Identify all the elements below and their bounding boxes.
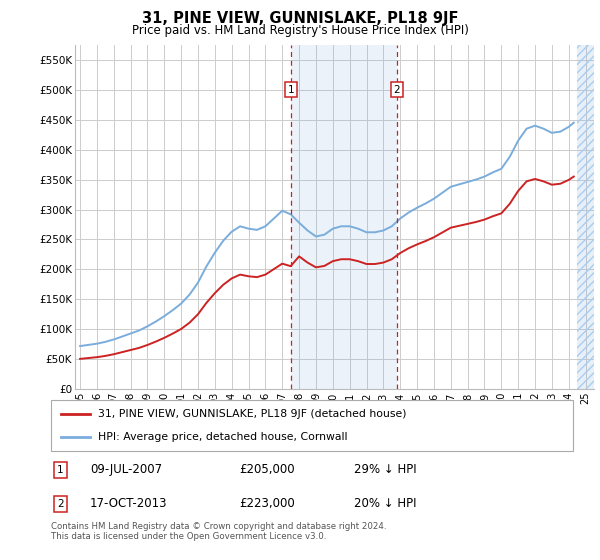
FancyBboxPatch shape [51, 400, 573, 451]
Bar [577, 45, 596, 389]
Text: £205,000: £205,000 [239, 463, 295, 476]
Text: 2: 2 [394, 85, 400, 95]
Bar [577, 45, 596, 389]
Text: 17-OCT-2013: 17-OCT-2013 [90, 497, 167, 510]
Text: 31, PINE VIEW, GUNNISLAKE, PL18 9JF: 31, PINE VIEW, GUNNISLAKE, PL18 9JF [142, 11, 458, 26]
Text: 1: 1 [288, 85, 295, 95]
Text: 31, PINE VIEW, GUNNISLAKE, PL18 9JF (detached house): 31, PINE VIEW, GUNNISLAKE, PL18 9JF (det… [98, 409, 406, 419]
Text: 09-JUL-2007: 09-JUL-2007 [90, 463, 162, 476]
Text: 1: 1 [57, 465, 64, 475]
Text: Price paid vs. HM Land Registry's House Price Index (HPI): Price paid vs. HM Land Registry's House … [131, 24, 469, 37]
Text: 20% ↓ HPI: 20% ↓ HPI [354, 497, 416, 510]
Text: 2: 2 [57, 499, 64, 509]
Text: 29% ↓ HPI: 29% ↓ HPI [354, 463, 416, 476]
Text: Contains HM Land Registry data © Crown copyright and database right 2024.
This d: Contains HM Land Registry data © Crown c… [51, 522, 386, 542]
Text: £223,000: £223,000 [239, 497, 295, 510]
Text: HPI: Average price, detached house, Cornwall: HPI: Average price, detached house, Corn… [98, 432, 347, 442]
Bar [291, 45, 397, 389]
